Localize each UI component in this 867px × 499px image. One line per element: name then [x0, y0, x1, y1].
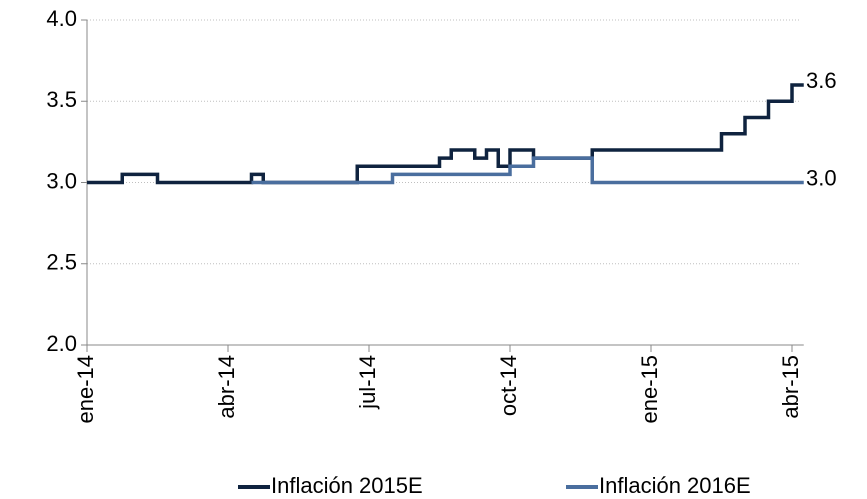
y-tick-label: 4.0: [46, 6, 77, 31]
x-tick-label: jul-14: [355, 355, 380, 410]
series-line: [251, 156, 804, 185]
x-tick-label: abr-14: [214, 355, 239, 419]
legend-label: Inflación 2015E: [271, 473, 423, 498]
x-tick-label: ene-14: [73, 355, 98, 424]
x-tick-label: ene-15: [637, 355, 662, 424]
y-tick-label: 2.0: [46, 331, 77, 356]
legend-label: Inflación 2016E: [599, 473, 751, 498]
end-label: 3.0: [806, 165, 837, 190]
y-tick-label: 2.5: [46, 250, 77, 275]
y-tick-label: 3.5: [46, 87, 77, 112]
series-line: [87, 83, 804, 185]
end-label: 3.6: [806, 68, 837, 93]
y-tick-label: 3.0: [46, 168, 77, 193]
x-tick-label: oct-14: [496, 355, 521, 416]
x-tick-label: abr-15: [778, 355, 803, 419]
